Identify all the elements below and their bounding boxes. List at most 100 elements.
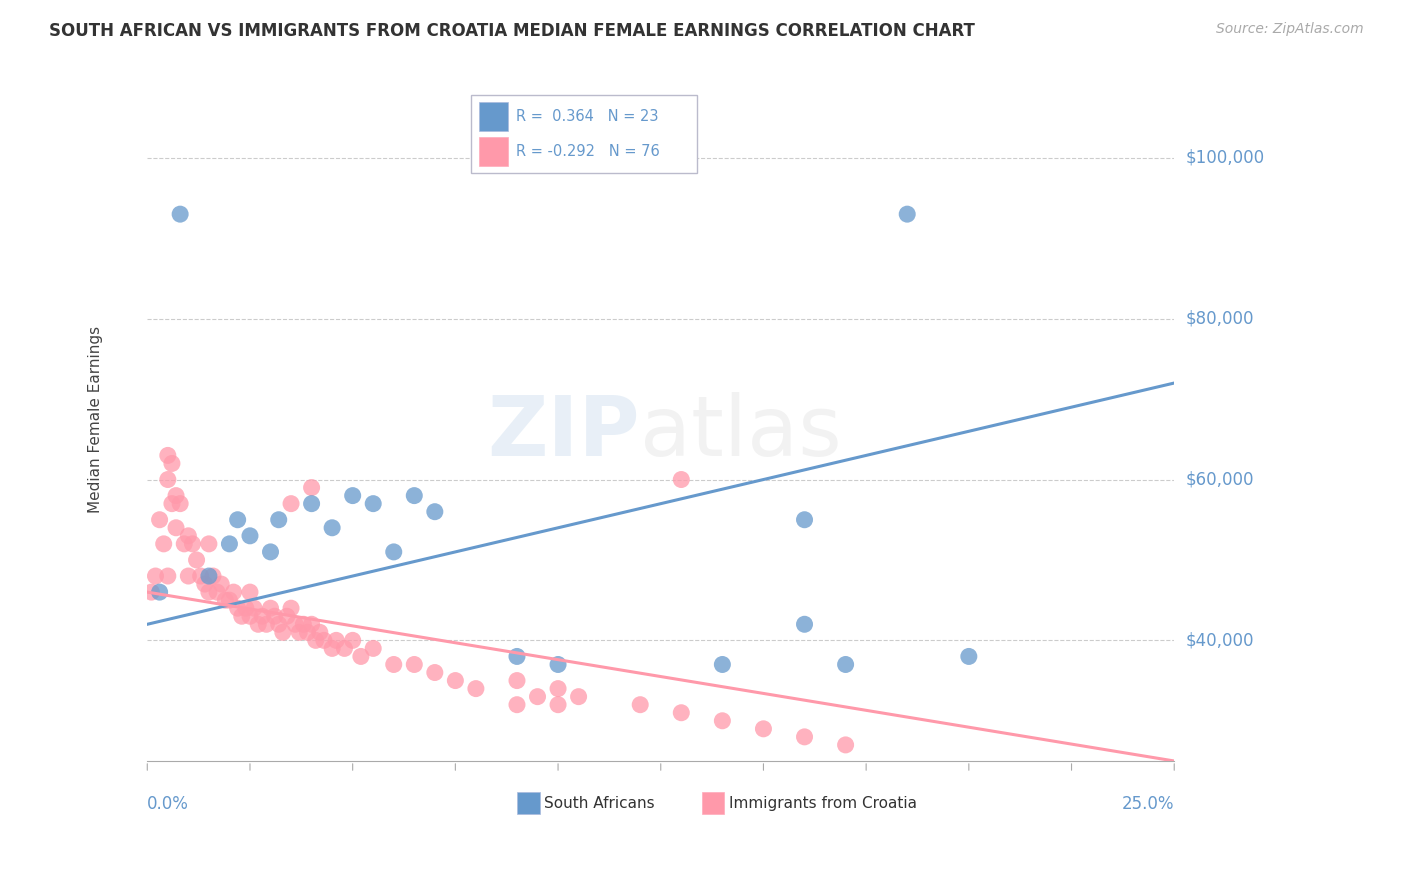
Point: [156, 473, 179, 487]
Point: [342, 489, 364, 503]
Point: [834, 738, 856, 752]
Point: [235, 601, 257, 615]
Point: [190, 569, 212, 583]
Point: [259, 601, 281, 615]
Point: [321, 641, 343, 656]
Point: [752, 722, 775, 736]
Point: [361, 641, 384, 656]
Text: R = -0.292   N = 76: R = -0.292 N = 76: [516, 144, 659, 159]
Point: [239, 585, 262, 599]
Point: [301, 617, 323, 632]
Point: [198, 537, 221, 551]
Point: [165, 521, 187, 535]
Point: [292, 617, 315, 632]
Point: [271, 625, 294, 640]
Point: [361, 497, 384, 511]
Point: [156, 569, 179, 583]
Point: [169, 497, 191, 511]
Point: [423, 665, 446, 680]
Point: [547, 698, 569, 712]
Point: [333, 641, 356, 656]
Text: $40,000: $40,000: [1185, 632, 1254, 649]
Point: [169, 207, 191, 221]
Point: [834, 657, 856, 672]
Point: [711, 714, 734, 728]
Point: [793, 730, 815, 744]
Point: [149, 513, 172, 527]
Point: [288, 625, 311, 640]
Point: [382, 657, 405, 672]
Point: [239, 609, 262, 624]
Text: Source: ZipAtlas.com: Source: ZipAtlas.com: [1216, 22, 1364, 37]
Point: [464, 681, 486, 696]
Bar: [479, 102, 508, 131]
Text: Immigrants from Croatia: Immigrants from Croatia: [728, 796, 917, 811]
Point: [547, 681, 569, 696]
Point: [156, 449, 179, 463]
Point: [186, 553, 208, 567]
Point: [628, 698, 651, 712]
Point: [247, 617, 270, 632]
Point: [321, 521, 343, 535]
Point: [181, 537, 204, 551]
Point: [218, 593, 240, 607]
Point: [404, 657, 426, 672]
Point: [350, 649, 373, 664]
Text: atlas: atlas: [640, 392, 842, 474]
Text: SOUTH AFRICAN VS IMMIGRANTS FROM CROATIA MEDIAN FEMALE EARNINGS CORRELATION CHAR: SOUTH AFRICAN VS IMMIGRANTS FROM CROATIA…: [49, 22, 976, 40]
Point: [404, 489, 426, 503]
Point: [506, 698, 529, 712]
Bar: [479, 136, 508, 166]
Point: [267, 617, 290, 632]
Point: [231, 609, 253, 624]
Text: $100,000: $100,000: [1185, 149, 1264, 167]
Point: [141, 585, 163, 599]
Point: [160, 497, 183, 511]
Text: $80,000: $80,000: [1185, 310, 1254, 327]
Point: [201, 569, 224, 583]
Point: [214, 593, 236, 607]
Point: [671, 706, 693, 720]
Point: [267, 513, 290, 527]
Point: [263, 609, 285, 624]
Point: [547, 657, 569, 672]
Bar: [702, 792, 724, 814]
Point: [194, 577, 217, 591]
Point: [276, 609, 298, 624]
Point: [198, 569, 221, 583]
Point: [301, 497, 323, 511]
Point: [308, 625, 330, 640]
Point: [444, 673, 467, 688]
Point: [239, 529, 262, 543]
Point: [423, 505, 446, 519]
Point: [793, 513, 815, 527]
Point: [252, 609, 274, 624]
Point: [280, 497, 302, 511]
Point: [280, 601, 302, 615]
Text: ZIP: ZIP: [488, 392, 640, 474]
Point: [218, 537, 240, 551]
Point: [711, 657, 734, 672]
Point: [301, 481, 323, 495]
Point: [297, 625, 319, 640]
Point: [198, 585, 221, 599]
Point: [382, 545, 405, 559]
Point: [506, 673, 529, 688]
Point: [342, 633, 364, 648]
Point: [896, 207, 918, 221]
Point: [312, 633, 335, 648]
Point: [149, 585, 172, 599]
Point: [957, 649, 980, 664]
Text: South Africans: South Africans: [544, 796, 654, 811]
Point: [284, 617, 307, 632]
Point: [165, 489, 187, 503]
Point: [205, 585, 228, 599]
Point: [152, 537, 174, 551]
Point: [506, 649, 529, 664]
Point: [177, 569, 200, 583]
Text: 25.0%: 25.0%: [1122, 795, 1174, 814]
Point: [793, 617, 815, 632]
Point: [243, 601, 266, 615]
FancyBboxPatch shape: [471, 95, 697, 173]
Text: $60,000: $60,000: [1185, 470, 1254, 489]
